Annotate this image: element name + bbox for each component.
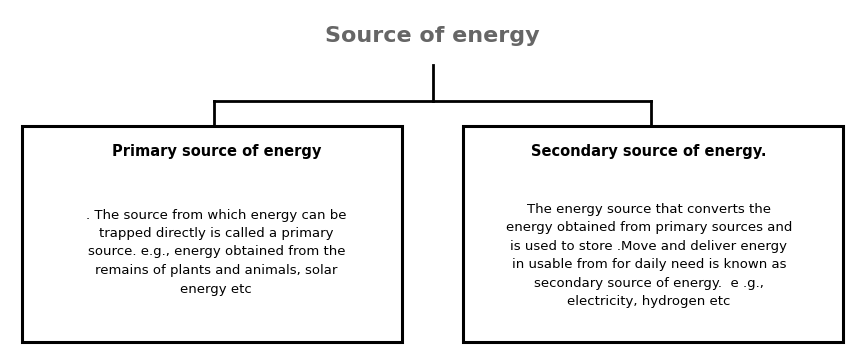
- Text: Secondary source of energy.: Secondary source of energy.: [531, 144, 766, 159]
- FancyBboxPatch shape: [22, 126, 402, 342]
- Text: The energy source that converts the
energy obtained from primary sources and
is : The energy source that converts the ener…: [505, 203, 792, 309]
- FancyBboxPatch shape: [463, 126, 843, 342]
- Text: Source of energy: Source of energy: [325, 26, 540, 46]
- Text: Primary source of energy: Primary source of energy: [112, 144, 321, 159]
- Text: . The source from which energy can be
trapped directly is called a primary
sourc: . The source from which energy can be tr…: [86, 208, 347, 296]
